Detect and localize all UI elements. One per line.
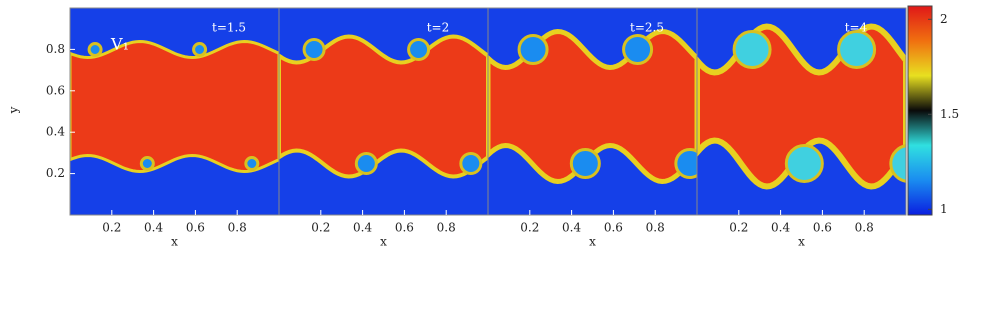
x-tick-label: 0.2 xyxy=(102,221,121,235)
field-layer xyxy=(697,8,906,215)
x-tick-label: 0.8 xyxy=(855,221,874,235)
dense-band xyxy=(70,40,279,173)
vortex xyxy=(837,30,877,69)
x-tick-label: 0.4 xyxy=(353,221,372,235)
field-layer xyxy=(70,8,279,215)
x-tick-label: 0.6 xyxy=(395,221,414,235)
vortex xyxy=(569,148,601,179)
frame xyxy=(696,7,907,216)
field xyxy=(70,8,279,215)
time-label: t=2.5 xyxy=(630,21,664,35)
y-tick-label: 0.6 xyxy=(46,83,65,97)
time-label: t=2 xyxy=(427,21,450,35)
x-tick-label: 0.4 xyxy=(144,221,163,235)
x-tick-label: 0.6 xyxy=(604,221,623,235)
vortex xyxy=(732,30,772,69)
y-tick-label: 0.2 xyxy=(46,166,65,180)
vortex xyxy=(889,144,906,183)
x-tick-label: 0.2 xyxy=(311,221,330,235)
vortex xyxy=(407,38,431,61)
x-tick-label: 0.8 xyxy=(646,221,665,235)
colorbar-tick-label: 1.5 xyxy=(940,107,959,121)
x-tick-label: 0.4 xyxy=(562,221,581,235)
time-label: t=4 xyxy=(845,21,868,35)
x-axis-label: x xyxy=(171,235,178,249)
field xyxy=(488,8,697,215)
colorbar xyxy=(907,5,933,216)
x-tick-label: 0.2 xyxy=(520,221,539,235)
y-tick-label: 0.8 xyxy=(46,42,65,56)
x-axis-label: x xyxy=(589,235,596,249)
vortex xyxy=(784,144,824,183)
field-layer xyxy=(488,8,697,215)
y-tick-label: 0.4 xyxy=(46,125,65,139)
colorbar-tick-label: 1 xyxy=(940,202,948,216)
vortex xyxy=(139,156,155,171)
field xyxy=(697,8,906,215)
field-layer xyxy=(279,8,488,215)
colorbar-tick-label: 2 xyxy=(940,12,948,26)
x-tick-label: 0.8 xyxy=(437,221,456,235)
vortex xyxy=(87,42,103,57)
x-tick-label: 0.8 xyxy=(228,221,247,235)
vortex xyxy=(622,34,654,65)
x-axis-label: x xyxy=(798,235,805,249)
vortex xyxy=(517,34,549,65)
vortex xyxy=(244,156,260,171)
panel-label: V₁ xyxy=(110,35,129,54)
y-axis-label: y xyxy=(7,106,21,114)
x-tick-label: 0.6 xyxy=(186,221,205,235)
vortex xyxy=(302,38,326,61)
vortex xyxy=(192,42,208,57)
vortex xyxy=(354,152,378,175)
x-tick-label: 0.4 xyxy=(771,221,790,235)
x-tick-label: 0.6 xyxy=(813,221,832,235)
field xyxy=(279,8,488,215)
dense-band xyxy=(488,28,697,185)
x-tick-label: 0.2 xyxy=(729,221,748,235)
dense-band xyxy=(279,34,488,179)
time-label: t=1.5 xyxy=(212,21,246,35)
vortex xyxy=(674,148,697,179)
vortex xyxy=(459,152,483,175)
x-axis-label: x xyxy=(380,235,387,249)
